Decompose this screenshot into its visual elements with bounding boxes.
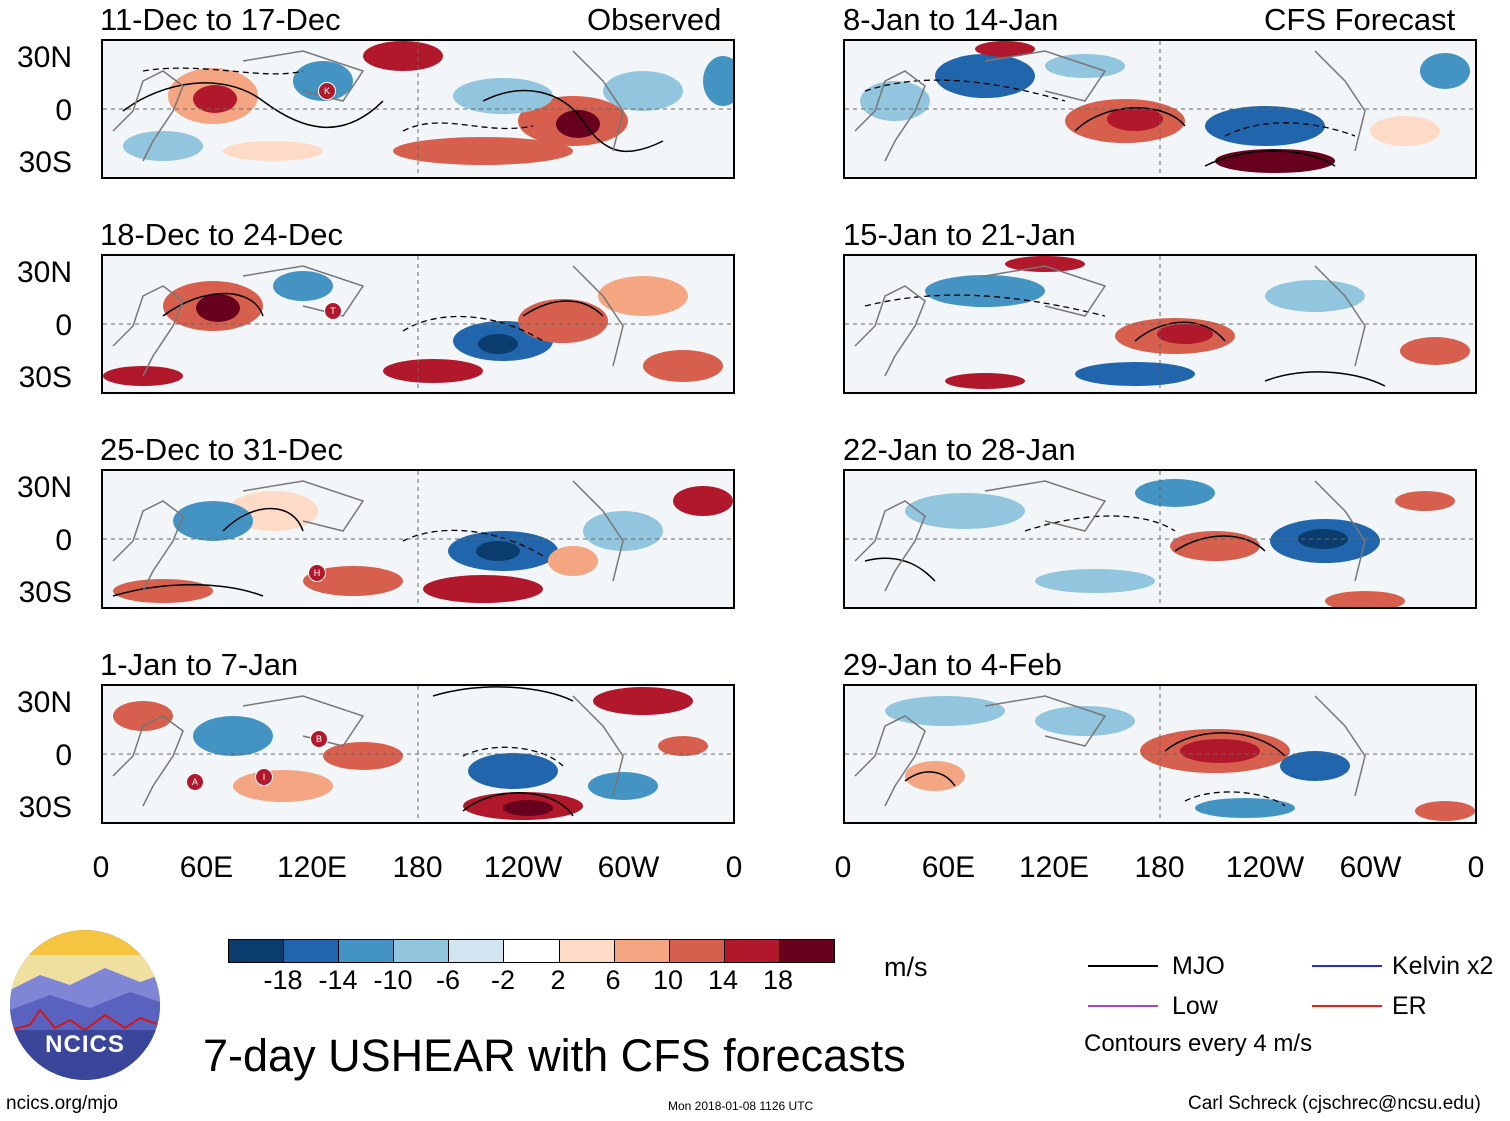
lon-label: 60W <box>597 851 660 884</box>
colorbar-swatch <box>339 940 395 962</box>
colorbar-tick: -2 <box>490 965 515 995</box>
colorbar-swatch <box>669 940 725 962</box>
legend-label: ER <box>1392 992 1427 1020</box>
panel-title: 15-Jan to 21-Jan <box>843 217 1076 252</box>
colorbar-swatch <box>504 940 560 962</box>
panel-title: 25-Dec to 31-Dec <box>100 432 343 467</box>
lon-label: 0 <box>1467 851 1485 884</box>
storm-marker: I <box>255 768 273 786</box>
lon-label: 0 <box>834 851 852 884</box>
lat-label: 0 <box>55 309 72 342</box>
map-panel <box>843 254 1477 394</box>
legend-line-kelvin <box>1312 965 1382 967</box>
map-panel <box>101 254 735 394</box>
map-panel <box>101 39 735 179</box>
lon-label: 180 <box>392 851 443 884</box>
lon-label: 120W <box>1225 851 1305 884</box>
lat-label: 30N <box>16 256 72 289</box>
legend-line-er <box>1312 1005 1382 1007</box>
lon-label: 0 <box>725 851 743 884</box>
colorbar-tick: -14 <box>318 965 358 995</box>
map-panel <box>101 469 735 609</box>
colorbar-swatch <box>449 940 505 962</box>
map-panel <box>843 39 1477 179</box>
observed-label: Observed <box>587 2 722 37</box>
colorbar <box>228 939 835 963</box>
colorbar-swatch <box>284 940 340 962</box>
map-panel <box>843 684 1477 824</box>
colorbar-swatch <box>614 940 670 962</box>
colorbar-swatch <box>779 940 835 962</box>
lat-label: 0 <box>55 524 72 557</box>
lon-label: 0 <box>92 851 110 884</box>
legend-line-mjo <box>1088 965 1158 967</box>
storm-marker: K <box>318 82 336 100</box>
site-link[interactable]: ncics.org/mjo <box>6 1093 118 1114</box>
map-panel <box>843 469 1477 609</box>
panel-title: 22-Jan to 28-Jan <box>843 432 1076 467</box>
colorbar-tick: -10 <box>373 965 413 995</box>
legend-label: MJO <box>1172 952 1225 980</box>
units-label: m/s <box>884 952 928 982</box>
panel-title: 18-Dec to 24-Dec <box>100 217 343 252</box>
panel-title: 29-Jan to 4-Feb <box>843 647 1062 682</box>
colorbar-tick: 18 <box>762 965 794 995</box>
colorbar-tick: 6 <box>605 965 621 995</box>
panel-title: 11-Dec to 17-Dec <box>100 2 341 37</box>
lat-label: 30S <box>18 146 72 179</box>
legend-label: Kelvin x2 <box>1392 952 1494 980</box>
storm-marker: A <box>186 773 204 791</box>
colorbar-tick: 2 <box>550 965 566 995</box>
colorbar-tick: -6 <box>435 965 460 995</box>
colorbar-swatch <box>559 940 615 962</box>
legend-line-low <box>1088 1005 1158 1007</box>
lon-label: 120E <box>1018 851 1090 884</box>
map-panel <box>101 684 735 824</box>
lat-label: 30S <box>18 576 72 609</box>
colorbar-tick: 14 <box>707 965 739 995</box>
lon-label: 120W <box>483 851 563 884</box>
lon-label: 180 <box>1134 851 1185 884</box>
lat-label: 30N <box>16 41 72 74</box>
main-title: 7-day USHEAR with CFS forecasts <box>203 1030 906 1081</box>
lat-label: 30S <box>18 361 72 394</box>
lon-label: 60E <box>921 851 976 884</box>
storm-marker: B <box>310 730 328 748</box>
colorbar-tick: -18 <box>263 965 303 995</box>
logo-text: NCICS <box>45 1031 125 1058</box>
panel-title: 1-Jan to 7-Jan <box>100 647 299 682</box>
lon-label: 120E <box>276 851 348 884</box>
forecast-label: CFS Forecast <box>1264 2 1456 37</box>
storm-marker: T <box>324 302 342 320</box>
colorbar-swatch <box>229 940 285 962</box>
legend-label: Low <box>1172 992 1218 1020</box>
contour-note: Contours every 4 m/s <box>1084 1030 1313 1057</box>
lat-label: 30N <box>16 686 72 719</box>
lon-label: 60W <box>1339 851 1402 884</box>
panel-title: 8-Jan to 14-Jan <box>843 2 1059 37</box>
colorbar-swatch <box>394 940 450 962</box>
colorbar-tick: 10 <box>652 965 684 995</box>
author-credit: Carl Schreck (cjschrec@ncsu.edu) <box>1188 1093 1481 1114</box>
lat-label: 30N <box>16 471 72 504</box>
lat-label: 0 <box>55 94 72 127</box>
ncics-logo: NCICS <box>10 930 160 1080</box>
lon-label: 60E <box>179 851 234 884</box>
timestamp: Mon 2018-01-08 1126 UTC <box>668 1099 814 1113</box>
colorbar-swatch <box>724 940 780 962</box>
storm-marker: H <box>308 564 326 582</box>
lat-label: 30S <box>18 791 72 824</box>
lat-label: 0 <box>55 739 72 772</box>
